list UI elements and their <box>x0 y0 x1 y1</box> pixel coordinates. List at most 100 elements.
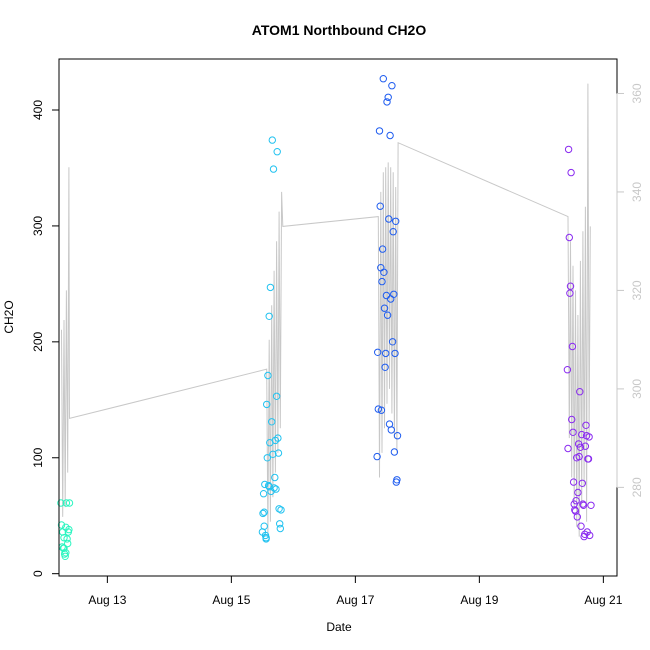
data-point <box>272 392 281 400</box>
data-point <box>578 479 586 487</box>
data-point <box>263 454 271 462</box>
data-point <box>374 405 382 413</box>
data-point <box>390 290 398 298</box>
data-point <box>569 428 577 436</box>
data-point <box>265 483 273 491</box>
data-point <box>382 349 390 358</box>
secondary-y-axis: 280 300 320 340 360 <box>616 83 644 497</box>
secondary-y-tick-label: 340 <box>630 182 644 202</box>
series-2 <box>258 136 285 543</box>
data-point <box>61 552 69 560</box>
data-point <box>62 549 70 557</box>
data-point <box>266 283 275 292</box>
data-point <box>262 535 270 543</box>
data-point <box>380 268 388 276</box>
secondary-trace-layer <box>61 83 591 537</box>
data-point <box>565 233 573 242</box>
data-point <box>274 449 283 457</box>
y-tick-label: 400 <box>31 100 45 120</box>
data-point <box>65 499 74 507</box>
data-point <box>392 217 400 226</box>
data-point <box>389 228 397 236</box>
data-point <box>573 513 581 521</box>
data-point <box>269 165 278 173</box>
series-4 <box>563 145 595 541</box>
data-point <box>260 522 268 530</box>
data-point <box>277 506 285 514</box>
x-tick-label: Aug 17 <box>336 593 374 607</box>
data-point <box>581 442 590 450</box>
data-point <box>260 508 268 516</box>
series-3 <box>373 75 402 486</box>
data-point <box>569 478 578 486</box>
data-point <box>378 245 387 253</box>
data-point <box>568 415 576 424</box>
data-points-layer <box>57 75 595 560</box>
data-point <box>57 521 66 529</box>
data-point <box>586 531 594 540</box>
secondary-y-tick-label: 300 <box>630 379 644 399</box>
data-point <box>379 75 387 83</box>
x-tick-label: Aug 19 <box>460 593 498 607</box>
data-point <box>380 304 389 312</box>
data-point <box>275 505 283 513</box>
x-tick-label: Aug 15 <box>212 593 250 607</box>
data-point <box>60 544 68 552</box>
data-point <box>386 131 394 140</box>
data-point <box>62 499 71 507</box>
data-point <box>579 501 588 509</box>
data-point <box>273 148 281 156</box>
plot-frame <box>58 58 618 577</box>
data-point <box>571 506 579 514</box>
data-point <box>563 366 572 374</box>
data-point <box>383 311 392 319</box>
data-point <box>375 127 384 135</box>
data-point <box>270 484 278 492</box>
secondary-y-tick-label: 360 <box>630 83 644 103</box>
x-axis: Aug 13 Aug 15 Aug 17 Aug 19 Aug 21 <box>88 575 623 607</box>
data-point <box>567 168 575 177</box>
series-1 <box>57 499 74 560</box>
data-point <box>393 476 401 484</box>
x-tick-label: Aug 21 <box>584 593 622 607</box>
data-point <box>387 426 395 434</box>
data-point <box>577 522 585 530</box>
data-point <box>381 363 389 371</box>
y-tick-label: 300 <box>31 216 45 236</box>
data-point <box>391 349 399 358</box>
data-point <box>265 312 273 320</box>
data-point <box>585 433 593 441</box>
secondary-y-tick-label: 320 <box>630 280 644 300</box>
y-tick-label: 100 <box>31 447 45 467</box>
data-point <box>384 93 392 102</box>
data-point <box>261 480 269 489</box>
data-point <box>581 530 589 538</box>
data-point <box>276 524 284 533</box>
data-point <box>268 136 276 144</box>
data-point <box>374 348 382 356</box>
data-point <box>572 497 580 505</box>
y-axis-label: CH2O <box>2 300 16 333</box>
data-point <box>276 520 284 528</box>
data-point <box>575 452 583 461</box>
data-point <box>271 436 280 445</box>
data-point <box>65 525 73 534</box>
data-point <box>259 509 267 518</box>
data-point <box>576 388 584 396</box>
data-point <box>566 289 574 297</box>
data-point <box>259 490 268 498</box>
data-point <box>574 488 582 497</box>
data-point <box>64 539 72 548</box>
secondary-y-tick-label: 280 <box>630 477 644 497</box>
data-point <box>274 434 282 442</box>
data-point <box>263 400 271 409</box>
data-point <box>378 277 386 286</box>
chart-title: ATOM1 Northbound CH2O <box>252 22 427 38</box>
x-tick-label: Aug 13 <box>88 593 126 607</box>
data-point <box>578 430 586 439</box>
data-point <box>272 485 280 493</box>
secondary-trace-line <box>61 83 591 537</box>
data-point <box>376 202 384 210</box>
data-point <box>271 473 279 482</box>
data-point <box>393 432 402 440</box>
